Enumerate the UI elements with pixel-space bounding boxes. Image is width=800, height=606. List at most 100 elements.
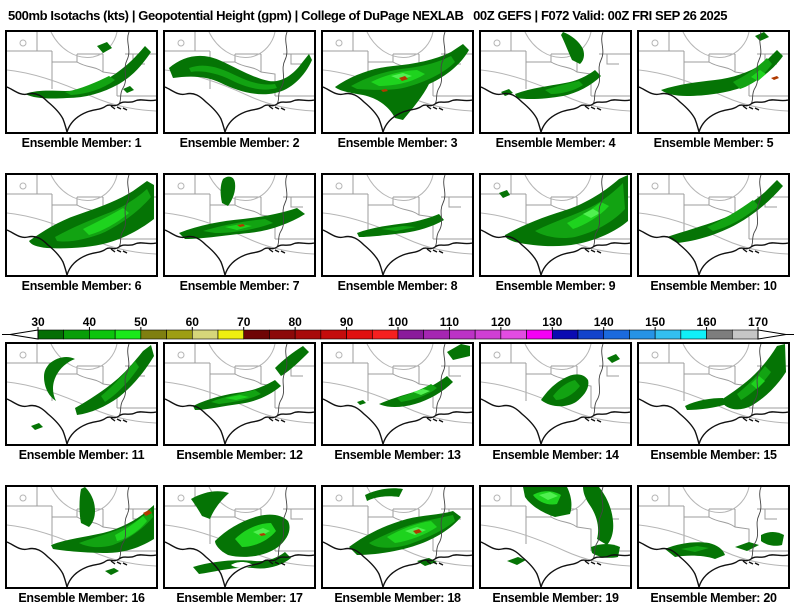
map-background <box>7 32 156 132</box>
river-line <box>592 175 604 248</box>
colorbar-tick-label: 140 <box>594 316 614 329</box>
colorbar-tick-label: 110 <box>440 316 460 329</box>
coastline <box>323 229 472 275</box>
panel-label: Ensemble Member: 4 <box>495 136 616 150</box>
isotach-map <box>637 342 790 446</box>
geopotential-height-contours <box>639 32 788 112</box>
isotach-shading <box>667 180 783 243</box>
ensemble-panel-17: Ensemble Member: 17 <box>163 485 316 606</box>
state-borders <box>7 32 156 97</box>
panel-row-4: Ensemble Member: 16 Ensemble Member: 17 En… <box>0 485 800 606</box>
isotach-map <box>321 342 474 446</box>
ensemble-panel-1: Ensemble Member: 1 <box>5 30 158 151</box>
panel-label: Ensemble Member: 20 <box>650 591 777 605</box>
river-line <box>434 344 446 417</box>
river-line <box>118 487 130 560</box>
coastline <box>7 229 156 275</box>
isotach-shading <box>357 214 444 237</box>
river-line <box>750 344 762 417</box>
isotach-map <box>321 485 474 589</box>
coastline <box>481 398 630 444</box>
coastline <box>639 541 788 587</box>
panel-label: Ensemble Member: 1 <box>21 136 142 150</box>
state-borders <box>639 487 788 552</box>
panel-label: Ensemble Member: 11 <box>18 448 145 462</box>
product-title: 500mb Isotachs (kts) | Geopotential Heig… <box>8 7 728 23</box>
isotach-shading <box>357 344 470 407</box>
isotach-shading <box>499 175 628 247</box>
colorbar-tick-label: 170 <box>748 316 768 329</box>
isotach-shading <box>661 32 783 96</box>
isotach-shading <box>665 532 784 559</box>
coastline <box>165 86 314 132</box>
map-background <box>481 32 630 132</box>
panel-label: Ensemble Member: 6 <box>21 279 142 293</box>
isotach-shading <box>193 346 309 410</box>
geopotential-height-contours <box>7 32 156 112</box>
isotach-map <box>163 342 316 446</box>
isotach-map <box>479 485 632 589</box>
river-line <box>118 175 130 248</box>
colorbar-tick-label: 100 <box>388 316 408 329</box>
river-line <box>750 487 762 560</box>
river-line <box>118 32 130 105</box>
ensemble-panel-12: Ensemble Member: 12 <box>163 342 316 463</box>
isotach-map <box>5 485 158 589</box>
isotach-map <box>321 173 474 277</box>
isotach-shading <box>507 487 620 565</box>
river-line <box>118 344 130 417</box>
panel-label: Ensemble Member: 18 <box>334 591 461 605</box>
geopotential-height-contours <box>481 32 630 112</box>
geopotential-height-contours <box>165 175 314 255</box>
isotach-map <box>5 173 158 277</box>
ensemble-panel-15: Ensemble Member: 15 <box>637 342 790 463</box>
geopotential-height-contours <box>323 175 472 255</box>
coastline <box>481 541 630 587</box>
river-line <box>276 175 288 248</box>
panel-label: Ensemble Member: 5 <box>653 136 774 150</box>
colorbar-tick-label: 50 <box>134 316 148 329</box>
river-line <box>276 32 288 105</box>
geopotential-height-contours <box>639 175 788 255</box>
state-borders <box>639 32 788 97</box>
river-line <box>592 344 604 417</box>
isotach-map <box>479 173 632 277</box>
map-background <box>7 344 156 444</box>
ensemble-panel-18: Ensemble Member: 18 <box>321 485 474 606</box>
coastline <box>165 229 314 275</box>
panel-label: Ensemble Member: 13 <box>334 448 461 462</box>
isotach-map <box>637 485 790 589</box>
colorbar-tick-label: 30 <box>31 316 45 329</box>
coastline <box>323 541 472 587</box>
river-line <box>434 32 446 105</box>
river-line <box>434 175 446 248</box>
panel-label: Ensemble Member: 8 <box>337 279 458 293</box>
ensemble-panel-19: Ensemble Member: 19 <box>479 485 632 606</box>
geopotential-height-contours <box>639 487 788 567</box>
river-line <box>750 175 762 248</box>
isotach-map <box>5 342 158 446</box>
isotach-shading <box>31 345 154 430</box>
isotach-map <box>163 30 316 134</box>
isotach-map <box>163 485 316 589</box>
geopotential-height-contours <box>165 344 314 424</box>
isotach-shading <box>541 354 620 407</box>
isotach-shading <box>685 344 786 410</box>
isotach-shading <box>335 44 469 120</box>
colorbar-tick-label: 130 <box>542 316 562 329</box>
coastline <box>7 86 156 132</box>
ensemble-panel-8: Ensemble Member: 8 <box>321 173 474 294</box>
river-line <box>276 487 288 560</box>
title-bar: 500mb Isotachs (kts) | Geopotential Heig… <box>0 0 800 30</box>
ensemble-panel-2: Ensemble Member: 2 <box>163 30 316 151</box>
river-line <box>434 487 446 560</box>
river-line <box>592 32 604 105</box>
map-background <box>323 344 472 444</box>
colorbar-tick-label: 70 <box>237 316 251 329</box>
isotach-shading <box>51 487 154 575</box>
panel-label: Ensemble Member: 15 <box>650 448 777 462</box>
coastline <box>639 86 788 132</box>
isotach-shading <box>169 54 312 95</box>
colorbar: 30 40 50 60 70 80 90 100 110 120 130 140 150 160 170 <box>0 316 800 342</box>
